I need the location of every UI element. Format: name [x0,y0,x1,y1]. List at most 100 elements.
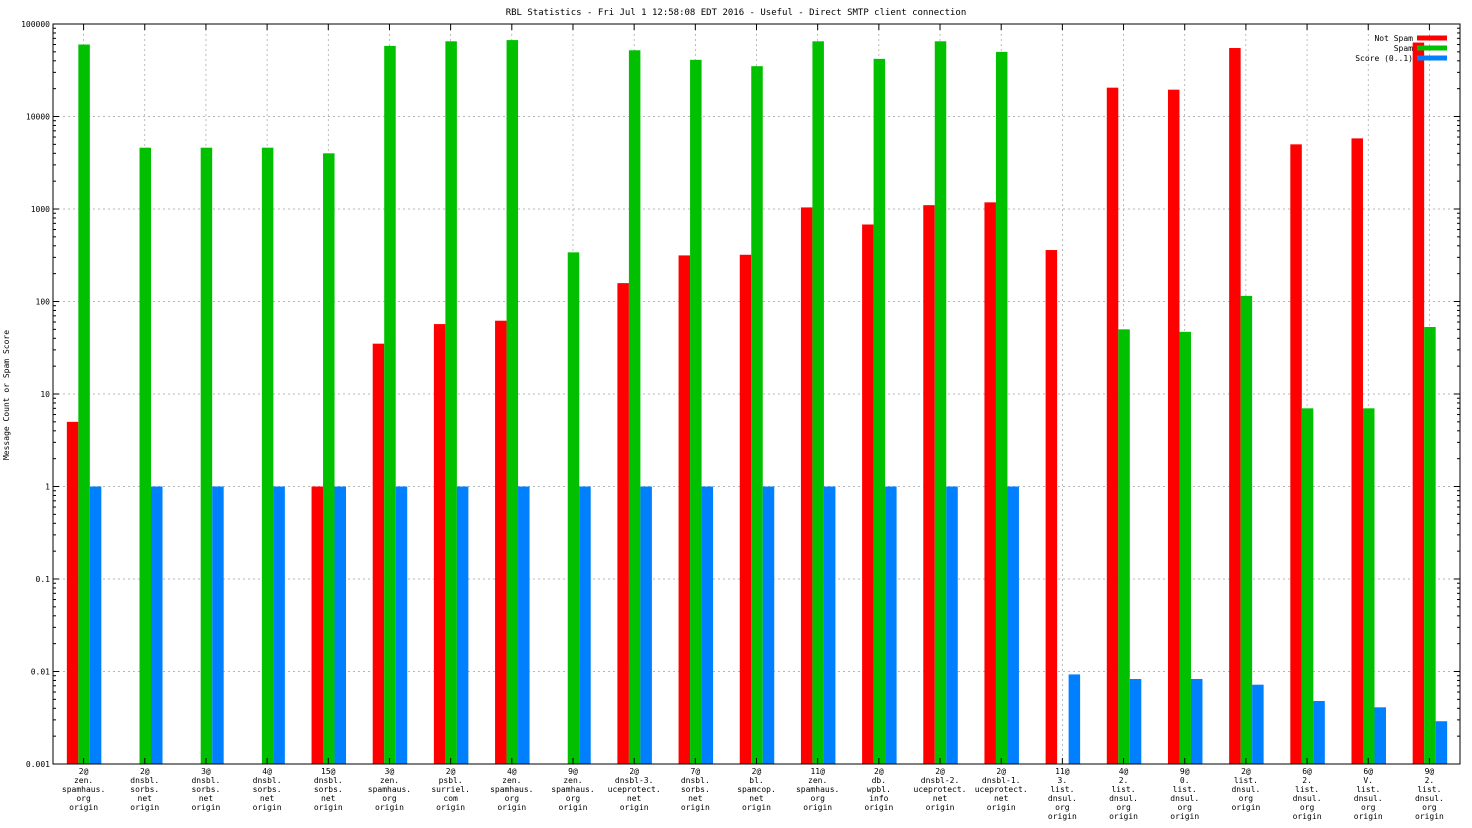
bar-score-0-1 [89,486,102,764]
x-tick-label: 9@ [1425,767,1435,776]
bar-not-spam [433,324,446,764]
bar-score-0-1 [762,486,775,764]
x-tick-label: 6@ [1302,767,1312,776]
bar-score-0-1 [334,486,347,764]
x-tick-label: org [382,794,397,803]
bar-score-0-1 [885,486,897,764]
bar-spam [567,252,580,764]
legend-label: Spam [1394,44,1413,53]
x-tick-label: spamhaus. [796,785,839,794]
bar-score-0-1 [640,486,652,764]
x-tick-label: list. [1111,785,1135,794]
bar-spam [384,45,396,764]
x-tick-label: list. [1234,776,1258,785]
x-tick-label: dnsbl-2. [921,776,960,785]
bar-score-0-1 [1252,684,1264,764]
x-tick-label: origin [191,803,220,812]
x-tick-label: uceprotect. [608,785,661,794]
bar-not-spam [372,343,385,764]
x-tick-label: net [688,794,703,803]
x-tick-label: zen. [380,776,399,785]
bar-spam [1118,329,1130,764]
bar-not-spam [311,486,324,764]
x-tick-label: 11@ [810,767,825,776]
x-tick-label: dnsul. [1415,794,1444,803]
x-tick-label: dnsbl. [253,776,282,785]
bar-score-0-1 [273,486,285,764]
x-tick-label: 2@ [752,767,762,776]
x-tick-label: dnsbl. [314,776,343,785]
bar-not-spam [862,224,874,764]
x-tick-label: 7@ [691,767,701,776]
x-tick-label: zen. [563,776,582,785]
x-tick-label: sorbs. [253,785,282,794]
bar-score-0-1 [823,486,836,764]
x-tick-label: dnsul. [1109,794,1138,803]
bar-score-0-1 [151,486,163,764]
bar-score-0-1 [579,486,591,764]
x-tick-label: origin [436,803,465,812]
x-tick-label: com [443,794,458,803]
x-tick-label: 2@ [996,767,1006,776]
x-tick-label: origin [1170,812,1199,821]
bar-spam [873,58,886,765]
x-tick-label: net [627,794,642,803]
x-tick-label: spamhaus. [551,785,594,794]
x-tick-label: net [260,794,275,803]
x-tick-label: net [138,794,153,803]
x-tick-label: origin [375,803,404,812]
x-tick-label: list. [1050,785,1074,794]
x-tick-label: dnsbl. [130,776,159,785]
x-tick-label: org [1361,803,1376,812]
x-tick-label: wpbl. [867,785,891,794]
bar-spam [812,41,824,764]
x-tick-label: db. [872,776,886,785]
x-tick-label: origin [314,803,343,812]
x-tick-label: origin [1415,812,1444,821]
bar-not-spam [1351,138,1363,764]
x-tick-label: uceprotect. [914,785,967,794]
bar-spam [628,50,641,764]
bar-spam [261,147,274,765]
x-tick-label: 2@ [629,767,639,776]
bar-spam [445,41,457,764]
x-tick-label: origin [620,803,649,812]
bar-spam [934,41,947,764]
bar-not-spam [66,421,79,764]
y-tick-label: 1 [45,483,50,492]
x-tick-label: 9@ [568,767,578,776]
x-tick-label: net [321,794,336,803]
x-tick-label: origin [1048,812,1077,821]
x-tick-label: spamhaus. [368,785,411,794]
x-tick-label: origin [926,803,955,812]
x-tick-label: dnsul. [1231,785,1260,794]
bar-not-spam [678,255,691,764]
x-tick-label: bl. [749,776,763,785]
y-tick-label: 0.01 [31,668,50,677]
x-tick-label: 2. [1119,776,1129,785]
bar-spam [78,44,90,765]
x-tick-label: 3. [1058,776,1068,785]
x-tick-label: 2@ [935,767,945,776]
bar-score-0-1 [1435,721,1448,764]
x-tick-label: origin [559,803,588,812]
y-tick-label: 10 [40,390,50,399]
bar-score-0-1 [1374,707,1386,764]
bar-not-spam [495,320,507,764]
x-tick-label: origin [497,803,526,812]
x-tick-label: list. [1295,785,1319,794]
bar-spam [1179,331,1191,764]
x-tick-label: org [1177,803,1192,812]
x-tick-label: origin [1293,812,1322,821]
bar-not-spam [1167,89,1180,764]
axis-ticks: 0.0010.010.11101001000100001000002@zen.s… [21,20,1460,821]
bar-not-spam [984,202,996,764]
x-tick-label: origin [1231,803,1260,812]
x-tick-label: org [1300,803,1315,812]
bar-score-0-1 [701,486,714,764]
x-tick-label: org [1116,803,1131,812]
x-tick-label: surriel. [431,785,470,794]
x-tick-label: dnsbl. [681,776,710,785]
x-tick-label: origin [1354,812,1383,821]
